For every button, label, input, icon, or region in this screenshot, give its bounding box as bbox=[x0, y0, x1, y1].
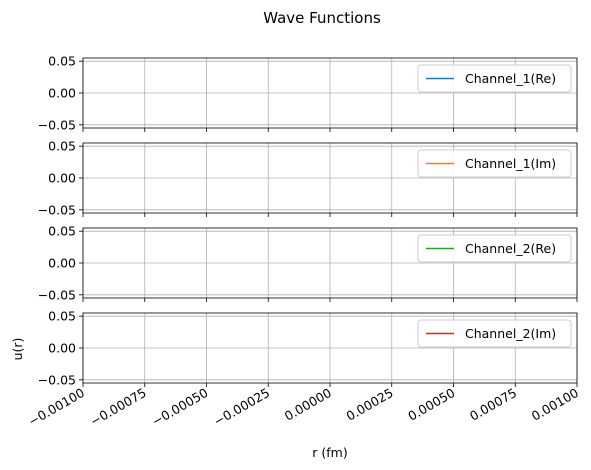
y-tick-label: −0.05 bbox=[38, 202, 76, 217]
x-tick-label: −0.00025 bbox=[211, 385, 272, 429]
y-tick-label: 0.05 bbox=[48, 139, 76, 154]
y-tick-label: 0.05 bbox=[48, 309, 76, 324]
x-tick-label: 0.00075 bbox=[467, 385, 519, 424]
gridlines bbox=[82, 228, 578, 298]
legend-box bbox=[417, 149, 572, 178]
legend: Channel_1(Im) bbox=[417, 149, 572, 178]
x-tick-label: −0.00100 bbox=[26, 385, 87, 429]
subplot-4: 0.05 0.00 −0.05 Channel_2(Im) bbox=[38, 309, 578, 387]
subplot-2: 0.05 0.00 −0.05 Channel_1(Im) bbox=[38, 139, 578, 217]
legend-box bbox=[417, 234, 572, 263]
gridlines bbox=[82, 313, 578, 383]
chart-title: Wave Functions bbox=[263, 9, 381, 27]
legend: Channel_1(Re) bbox=[417, 64, 572, 93]
x-tick-label: 0.00025 bbox=[343, 385, 395, 424]
subplots: 0.05 0.00 −0.05 Channel_1(Re) 0.05 0.00 −0.05 C… bbox=[38, 54, 578, 387]
legend-label: Channel_2(Im) bbox=[465, 326, 556, 341]
y-tick-label: 0.00 bbox=[48, 256, 76, 271]
legend-box bbox=[417, 319, 572, 348]
y-tick-label: 0.05 bbox=[48, 54, 76, 69]
x-tick-label: 0.00000 bbox=[282, 385, 334, 424]
x-axis-label: r (fm) bbox=[312, 445, 347, 460]
legend-box bbox=[417, 64, 572, 93]
y-tick-label: 0.05 bbox=[48, 224, 76, 239]
y-axis-label: u(r) bbox=[10, 338, 25, 361]
y-tick-label: 0.00 bbox=[48, 171, 76, 186]
y-tick-label: −0.05 bbox=[38, 117, 76, 132]
legend-label: Channel_2(Re) bbox=[465, 241, 556, 256]
subplot-3: 0.05 0.00 −0.05 Channel_2(Re) bbox=[38, 224, 578, 302]
legend-label: Channel_1(Im) bbox=[465, 156, 556, 171]
y-tick-label: −0.05 bbox=[38, 287, 76, 302]
y-tick-label: 0.00 bbox=[48, 86, 76, 101]
x-tick-labels: −0.00100 −0.00075 −0.00050 −0.00025 0.00000 0… bbox=[26, 385, 581, 429]
subplot-1: 0.05 0.00 −0.05 Channel_1(Re) bbox=[38, 54, 578, 132]
y-tick-label: 0.00 bbox=[48, 341, 76, 356]
x-tick-label: 0.00050 bbox=[405, 385, 457, 424]
x-tick-label: −0.00075 bbox=[87, 385, 148, 429]
y-tick-label: −0.05 bbox=[38, 372, 76, 387]
x-tick-label: 0.00100 bbox=[529, 385, 581, 424]
legend-label: Channel_1(Re) bbox=[465, 71, 556, 86]
gridlines bbox=[82, 58, 578, 128]
legend: Channel_2(Im) bbox=[417, 319, 572, 348]
x-tick-label: −0.00050 bbox=[149, 385, 210, 429]
legend: Channel_2(Re) bbox=[417, 234, 572, 263]
